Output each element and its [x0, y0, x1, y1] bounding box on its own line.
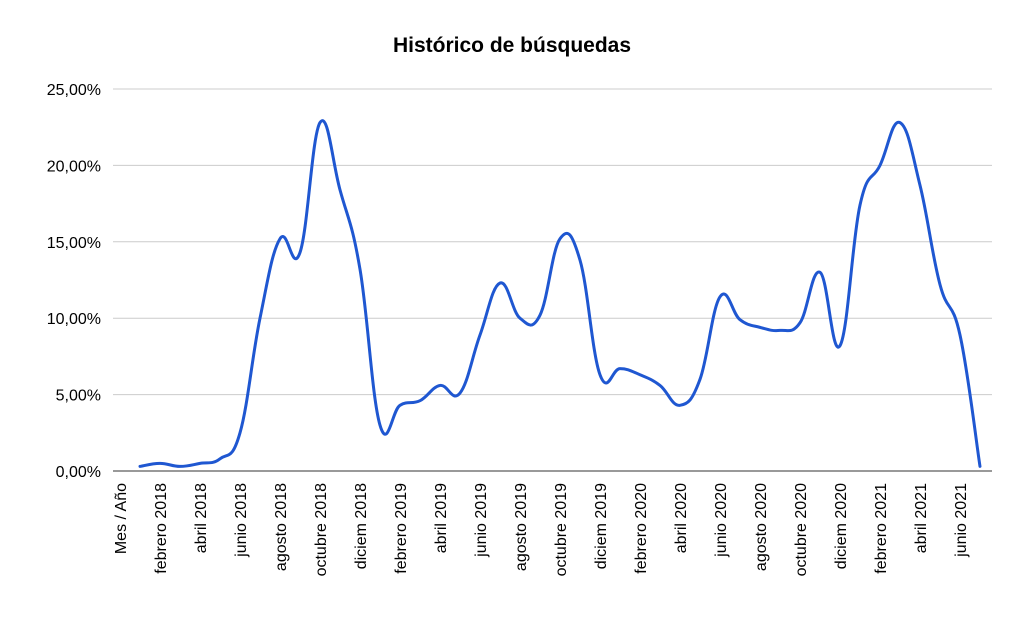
x-tick-label: Mes / Año	[113, 483, 130, 554]
x-tick-label: agosto 2020	[753, 483, 770, 571]
x-tick-label: agosto 2019	[513, 483, 530, 571]
x-tick-label: febrero 2019	[393, 483, 410, 574]
data-line	[138, 119, 982, 468]
x-tick-label: octubre 2018	[313, 483, 330, 577]
x-tick-label: abril 2018	[193, 483, 210, 553]
y-tick-label: 20,00%	[47, 158, 101, 175]
x-tick-label: agosto 2018	[273, 483, 290, 571]
x-tick-label: junio 2018	[233, 483, 250, 558]
x-tick-label: abril 2021	[913, 483, 930, 553]
x-tick-label: febrero 2020	[633, 483, 650, 574]
x-tick-label: diciem 2020	[833, 483, 850, 569]
x-tick-label: febrero 2021	[873, 483, 890, 574]
y-tick-label: 10,00%	[47, 311, 101, 328]
y-tick-label: 0,00%	[56, 464, 101, 481]
x-tick-label: abril 2020	[673, 483, 690, 553]
x-tick-label: diciem 2019	[593, 483, 610, 569]
x-tick-label: junio 2019	[473, 483, 490, 558]
x-tick-label: abril 2019	[433, 483, 450, 553]
x-tick-label: diciem 2018	[353, 483, 370, 569]
x-tick-label: octubre 2019	[553, 483, 570, 577]
y-tick-label: 25,00%	[47, 82, 101, 99]
chart-title: Histórico de búsquedas	[393, 34, 631, 57]
x-tick-label: octubre 2020	[793, 483, 810, 577]
x-tick-label: junio 2020	[713, 483, 730, 558]
y-tick-label: 5,00%	[56, 388, 101, 405]
x-tick-label: febrero 2018	[153, 483, 170, 574]
y-tick-label: 15,00%	[47, 235, 101, 252]
x-tick-label: junio 2021	[953, 483, 970, 558]
